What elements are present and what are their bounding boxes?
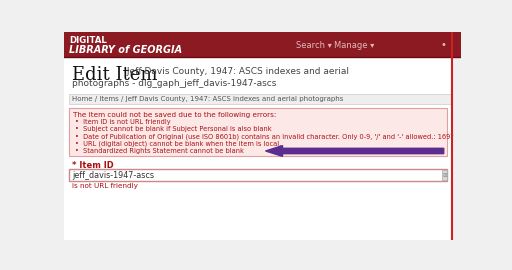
Text: •: • [441,40,446,50]
Bar [69,94,452,104]
Text: DIGITAL: DIGITAL [70,36,107,45]
Text: •  URL (digital object) cannot be blank when the item is local.: • URL (digital object) cannot be blank w… [75,141,281,147]
Text: Edit Item: Edit Item [72,66,157,84]
Text: Search ▾: Search ▾ [296,41,332,50]
FancyArrow shape [266,146,444,156]
Text: Jeff Davis County, 1947: ASCS indexes and aerial: Jeff Davis County, 1947: ASCS indexes an… [124,67,350,76]
Text: ⊞: ⊞ [442,173,447,178]
Bar [452,32,461,240]
Text: •  Date of Publication of Original (use ISO 8601b) contains an invalid character: • Date of Publication of Original (use I… [75,133,454,140]
Text: LIBRARY of GEORGIA: LIBRARY of GEORGIA [70,45,183,55]
FancyBboxPatch shape [442,170,447,180]
Text: •  Subject cannot be blank if Subject Personal is also blank: • Subject cannot be blank if Subject Per… [75,126,271,132]
FancyBboxPatch shape [69,108,447,156]
Text: is not URL friendly: is not URL friendly [72,183,138,189]
FancyBboxPatch shape [69,170,447,181]
Text: Home / Items / Jeff Davis County, 1947: ASCS indexes and aerial photographs: Home / Items / Jeff Davis County, 1947: … [72,96,343,102]
Text: The Item could not be saved due to the following errors:: The Item could not be saved due to the f… [73,112,276,118]
Text: photographs - dlg_gaph_jeff_davis-1947-ascs: photographs - dlg_gaph_jeff_davis-1947-a… [72,79,276,87]
Text: jeff_davis-1947-ascs: jeff_davis-1947-ascs [73,171,155,180]
Text: •  Item ID is not URL friendly: • Item ID is not URL friendly [75,119,170,125]
Text: Manage ▾: Manage ▾ [334,41,374,50]
Text: * Item ID: * Item ID [72,161,114,170]
Bar [64,32,461,57]
Text: •  Standardized Rights Statement cannot be blank: • Standardized Rights Statement cannot b… [75,148,244,154]
